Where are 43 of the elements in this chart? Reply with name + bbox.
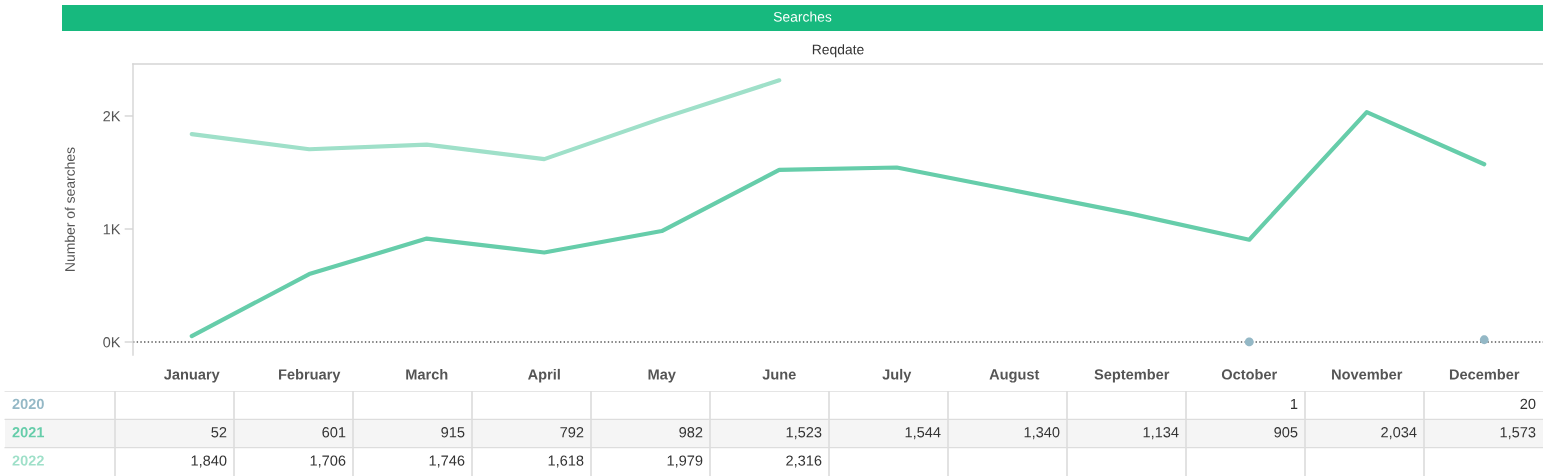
chart-subtitle: Reqdate: [812, 44, 864, 58]
data-label: 1,979: [667, 455, 703, 468]
data-label: 1,134: [1143, 427, 1179, 440]
x-tick-label: January: [164, 369, 220, 383]
x-tick-label: December: [1449, 368, 1520, 380]
data-label: 905: [1274, 427, 1298, 438]
x-tick-label: April: [528, 368, 560, 383]
y-tick-label: 2K: [103, 111, 121, 122]
data-label: 915: [441, 427, 465, 438]
x-tick-label: May: [648, 369, 676, 383]
y-axis-title: Number of searches: [64, 147, 75, 271]
data-label: 2,316: [786, 455, 822, 468]
x-tick-label: June: [762, 369, 796, 380]
data-label: 601: [322, 427, 346, 438]
text: 2022: [12, 455, 44, 466]
text: 2020: [12, 398, 44, 410]
data-label: 1: [1291, 398, 1298, 409]
x-tick-label: October: [1221, 368, 1277, 380]
data-label: 1,544: [905, 427, 941, 440]
data-label: 1,573: [1500, 427, 1536, 440]
line-series: [189, 78, 782, 162]
y-tick-label: 0K: [103, 337, 121, 348]
data-label: 52: [211, 427, 227, 438]
data-label: 2,034: [1381, 427, 1417, 440]
line-series: [189, 110, 1487, 339]
chart-title: Searches: [773, 11, 832, 22]
text: 2021: [12, 427, 45, 438]
data-label: 1,746: [429, 455, 465, 468]
data-label: 792: [560, 427, 584, 438]
data-label: 982: [679, 427, 703, 438]
y-tick-label: 1K: [103, 224, 121, 235]
data-label: 20: [1520, 398, 1536, 410]
data-label: 1,840: [191, 455, 227, 468]
x-tick-label: March: [406, 368, 448, 380]
x-tick-label: November: [1332, 368, 1403, 380]
data-label: 1,706: [310, 455, 346, 468]
x-tick-label: July: [882, 368, 912, 383]
data-label: 1,618: [548, 455, 584, 468]
data-label: 1,523: [786, 427, 822, 440]
data-label: 1,340: [1024, 427, 1060, 440]
x-tick-label: August: [989, 369, 1040, 383]
x-tick-label: February: [279, 368, 341, 383]
x-tick-label: September: [1094, 368, 1170, 383]
